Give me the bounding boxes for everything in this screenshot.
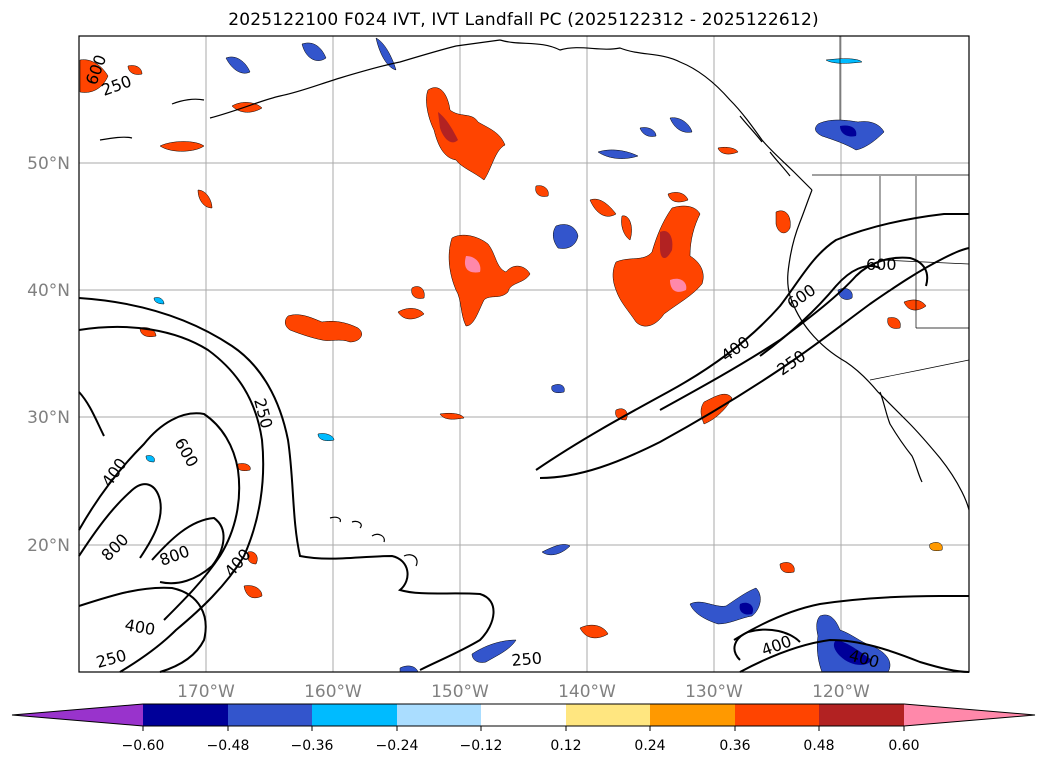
colorbar-tick-label: 0.24 — [634, 738, 665, 754]
map-frame — [78, 35, 970, 673]
colorbar-tick-label: 0.60 — [888, 738, 919, 754]
colorbar-seg-0 — [143, 704, 228, 726]
contour-250-west — [78, 297, 495, 671]
colorbar-seg-7 — [735, 704, 820, 726]
contour-label: 250 — [511, 648, 543, 670]
colorbar-extend-low — [12, 704, 143, 726]
pc-patch-hawaii-band — [285, 314, 362, 343]
contour-600-plume — [759, 265, 881, 357]
colorbar-seg-2 — [312, 704, 397, 726]
colorbar-tick-label: 0.12 — [550, 738, 581, 754]
lon-label-170w: 170°W — [177, 682, 235, 702]
contour-400-west — [78, 325, 265, 673]
lon-labels: 170°W 160°W 150°W 140°W 130°W 120°W — [177, 682, 870, 702]
pc-patch-east — [612, 205, 704, 327]
contour-250-plume — [539, 247, 970, 479]
ivt-contours — [78, 213, 970, 673]
colorbar-tick-label: 0.36 — [719, 738, 750, 754]
lat-label-40n: 40°N — [27, 281, 70, 301]
map-plot-area: 600 250 400 600 800 800 400 400 250 250 … — [78, 35, 970, 673]
colorbar-seg-1 — [228, 704, 313, 726]
coast-baja — [879, 391, 923, 483]
colorbar: −0.60 −0.48 −0.36 −0.24 −0.12 0.12 0.24 … — [11, 703, 1036, 754]
lon-label-160w: 160°W — [304, 682, 362, 702]
colorbar-tick-label: −0.48 — [207, 738, 250, 754]
coast-west-us — [787, 189, 970, 511]
lat-label-30n: 30°N — [27, 408, 70, 428]
colorbar-extend-high — [904, 704, 1035, 726]
contour-label: 600 — [866, 255, 897, 274]
lon-label-140w: 140°W — [558, 682, 616, 702]
colorbar-tick-label: −0.60 — [122, 738, 165, 754]
colorbar-tick-label: −0.12 — [460, 738, 503, 754]
colorbar-seg-3 — [397, 704, 482, 726]
bc-coast-detail — [739, 115, 791, 177]
map-title: 2025122100 F024 IVT, IVT Landfall PC (20… — [228, 10, 819, 30]
contour-800-west — [78, 483, 162, 559]
lon-label-120w: 120°W — [812, 682, 870, 702]
pc-patch-neg-south — [689, 587, 761, 625]
lat-labels: 50°N 40°N 30°N 20°N — [27, 154, 70, 556]
pc-patch-neg-se — [816, 614, 891, 673]
colorbar-tick-label: −0.36 — [291, 738, 334, 754]
lon-label-150w: 150°W — [431, 682, 489, 702]
contour-250-plume-upper — [535, 213, 969, 471]
colorbar-tick-label: 0.48 — [803, 738, 834, 754]
lat-label-50n: 50°N — [27, 154, 70, 174]
coastlines — [99, 39, 970, 567]
lon-label-130w: 130°W — [685, 682, 743, 702]
coast-gulf-alaska — [499, 39, 813, 191]
coast-alaska-peninsula — [209, 39, 501, 119]
contour-400-plume — [659, 256, 929, 411]
colorbar-seg-5 — [566, 704, 651, 726]
border-us-mexico — [869, 359, 970, 381]
hawaii-islands — [329, 516, 418, 567]
borders — [812, 36, 970, 381]
pc-negative-patches — [145, 37, 891, 673]
colorbar-seg-6 — [650, 704, 735, 726]
pc-patch-gulf-north — [426, 87, 506, 181]
contour-250-south — [733, 594, 969, 641]
lat-label-20n: 20°N — [27, 536, 70, 556]
colorbar-seg-8 — [819, 704, 904, 726]
colorbar-tick-label: −0.24 — [376, 738, 419, 754]
pc-positive-patches — [79, 59, 943, 639]
colorbar-seg-4 — [481, 704, 566, 726]
